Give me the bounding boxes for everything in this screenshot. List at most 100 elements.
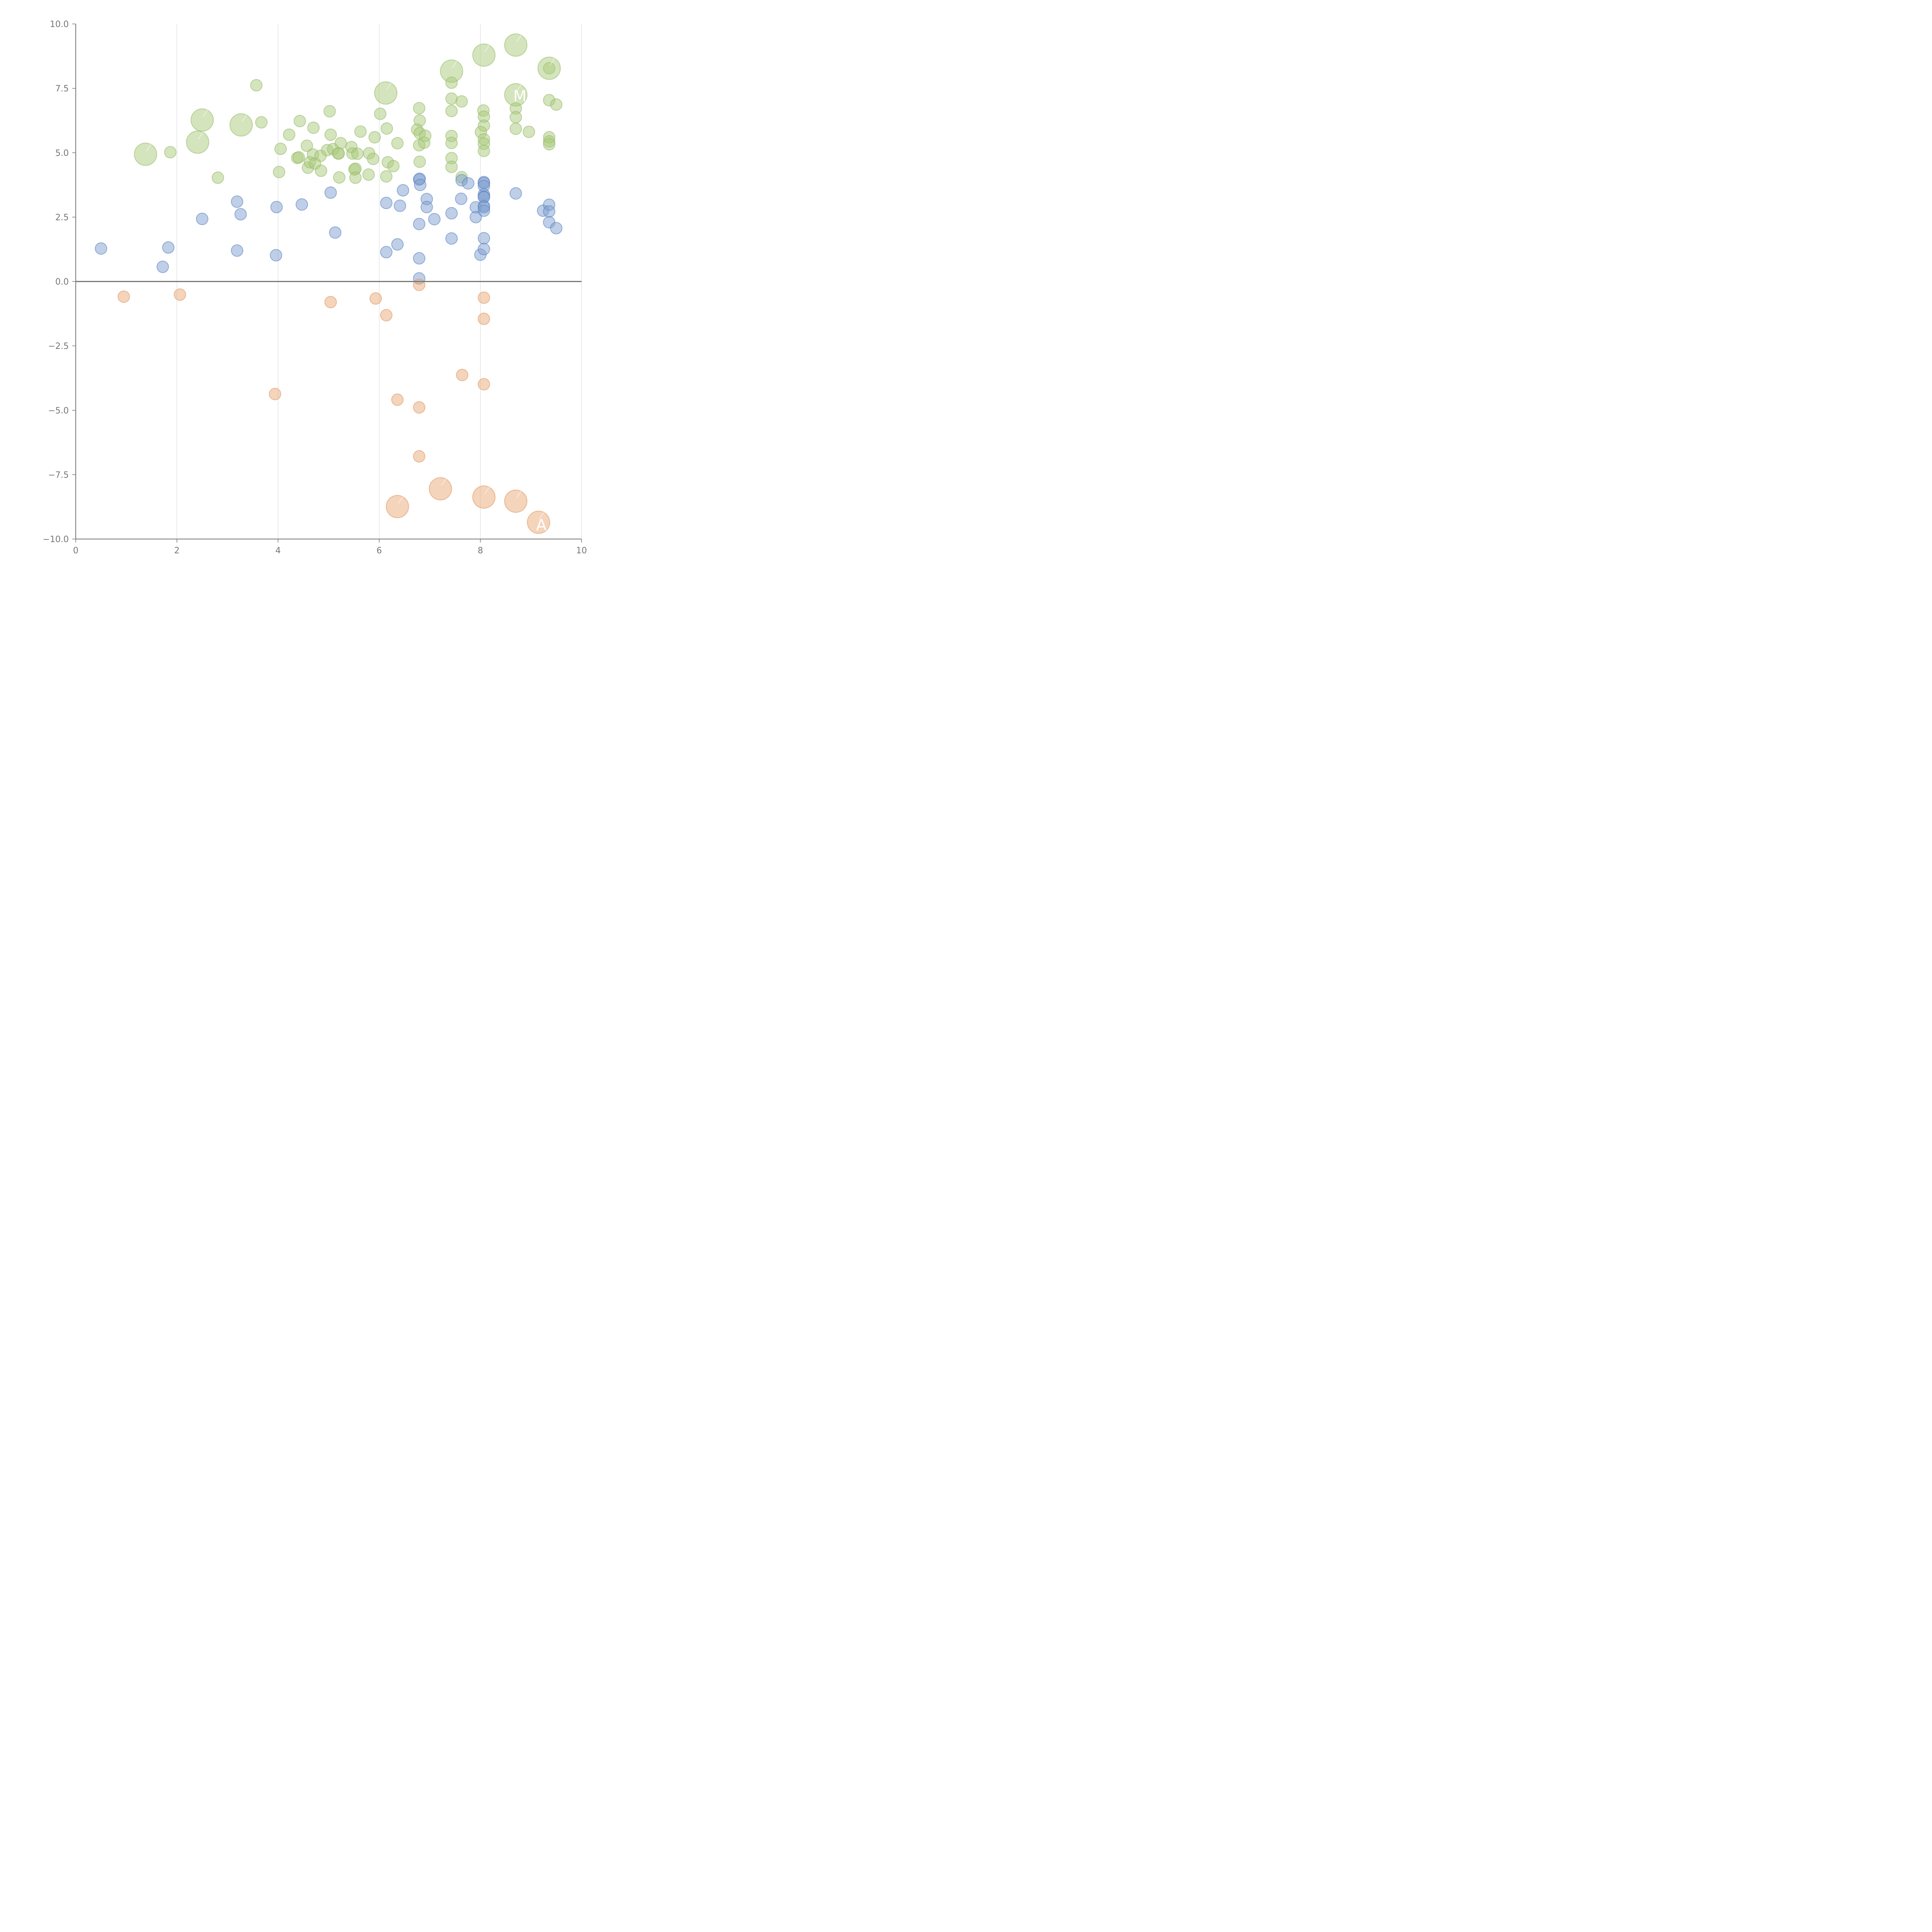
data-point-green (445, 105, 458, 117)
data-point-green (419, 129, 432, 142)
data-point-blue (270, 201, 283, 213)
y-tick-label: 5.0 (55, 148, 69, 158)
annotation-label: A (536, 516, 547, 534)
leader-line (516, 84, 522, 92)
data-point-orange (269, 388, 281, 400)
data-point-green (274, 143, 287, 155)
leader-line (398, 496, 403, 504)
data-point-green (368, 131, 381, 144)
leader-line (539, 512, 544, 520)
data-point-blue (231, 244, 243, 257)
data-point-blue (469, 211, 482, 223)
data-point-green (413, 102, 425, 114)
leader-line (516, 35, 522, 43)
data-point-green (301, 139, 313, 152)
leader-line (549, 58, 555, 66)
annotations: MA (513, 88, 547, 534)
data-point-green (550, 98, 563, 111)
y-tick-label: 0.0 (55, 277, 69, 287)
data-point-blue (420, 201, 433, 213)
data-point-green (255, 116, 268, 129)
data-point-large-orange (472, 485, 496, 509)
data-point-blue (478, 204, 490, 217)
data-point-green (509, 111, 522, 124)
data-point-large-green (190, 108, 214, 132)
data-point-blue (162, 241, 175, 254)
x-tick-label: 6 (376, 546, 382, 556)
data-point-green (273, 166, 286, 179)
data-point-green (367, 153, 379, 165)
y-tick-label: 7.5 (55, 84, 69, 94)
data-point-blue (196, 213, 209, 225)
data-point-blue (478, 232, 490, 245)
data-point-blue (234, 208, 247, 221)
data-point-blue (455, 192, 468, 205)
data-point-large-orange (504, 490, 527, 513)
data-point-blue (270, 249, 282, 262)
data-point-blue (380, 197, 393, 209)
data-point-blue (156, 260, 169, 273)
data-point-green (362, 168, 375, 181)
data-point-orange (478, 378, 490, 391)
data-point-green (283, 128, 296, 141)
data-point-blue (543, 205, 556, 218)
data-point-blue (462, 177, 474, 190)
data-point-orange (369, 292, 382, 305)
leader-line (202, 110, 208, 117)
data-point-green (334, 137, 347, 150)
scatter-chart: 10.07.55.02.50.0−2.5−5.0−7.5−10.00 2 4 6 8 10… (43, 20, 587, 556)
data-point-green (445, 136, 458, 149)
data-point-orange (413, 450, 425, 463)
data-point-green (351, 147, 364, 160)
annotation-label: M (513, 88, 527, 105)
data-point-large-orange (429, 477, 452, 501)
tick-labels: 10.0 7.5 5.0 2.5 0.0 −2.5 −5.0 −7.5 −10.0 0 2 4 6 8 10 (43, 20, 587, 556)
data-point-blue (95, 242, 107, 255)
data-point-green (332, 147, 345, 160)
data-point-orange (413, 401, 425, 414)
data-point-green (509, 122, 522, 135)
data-point-green (349, 171, 362, 184)
data-point-green (380, 170, 393, 183)
data-point-blue (414, 179, 427, 191)
data-point-green (164, 146, 177, 158)
data-point-orange (173, 288, 186, 301)
leader-line (146, 144, 151, 151)
y-tick-label: −7.5 (48, 470, 69, 480)
data-point-green (391, 137, 404, 150)
x-tick-label: 0 (73, 546, 78, 556)
data-point-green (293, 115, 306, 128)
x-tick-label: 10 (576, 546, 587, 556)
data-point-green (323, 105, 336, 117)
data-point-blue (509, 187, 522, 200)
data-point-green (293, 151, 305, 164)
data-point-green (543, 138, 556, 151)
data-point-orange (380, 309, 393, 321)
data-point-green (315, 164, 327, 177)
data-point-blue (391, 238, 404, 251)
data-point-large-green (504, 83, 527, 107)
data-point-blue (445, 207, 458, 219)
x-tick-label: 2 (174, 546, 180, 556)
data-point-green (354, 125, 367, 138)
data-point-orange (456, 369, 469, 381)
data-point-blue (296, 198, 308, 211)
data-point-blue (428, 213, 441, 226)
data-point-large-green (230, 113, 253, 137)
data-point-green (455, 95, 468, 108)
data-point-large-green (134, 143, 157, 166)
data-point-green (307, 121, 320, 134)
data-point-blue (550, 222, 563, 235)
leader-line (386, 83, 392, 90)
leader-line (516, 491, 522, 498)
data-point-large-orange (386, 495, 409, 519)
data-point-blue (413, 252, 425, 265)
data-point-green (250, 79, 263, 92)
leader-line (441, 478, 446, 486)
data-point-large-green (504, 33, 527, 57)
leader-line (484, 486, 490, 494)
y-tick-label: −10.0 (43, 535, 69, 544)
data-point-blue (394, 199, 406, 212)
x-tick-label: 8 (478, 546, 483, 556)
data-point-blue (329, 226, 342, 239)
